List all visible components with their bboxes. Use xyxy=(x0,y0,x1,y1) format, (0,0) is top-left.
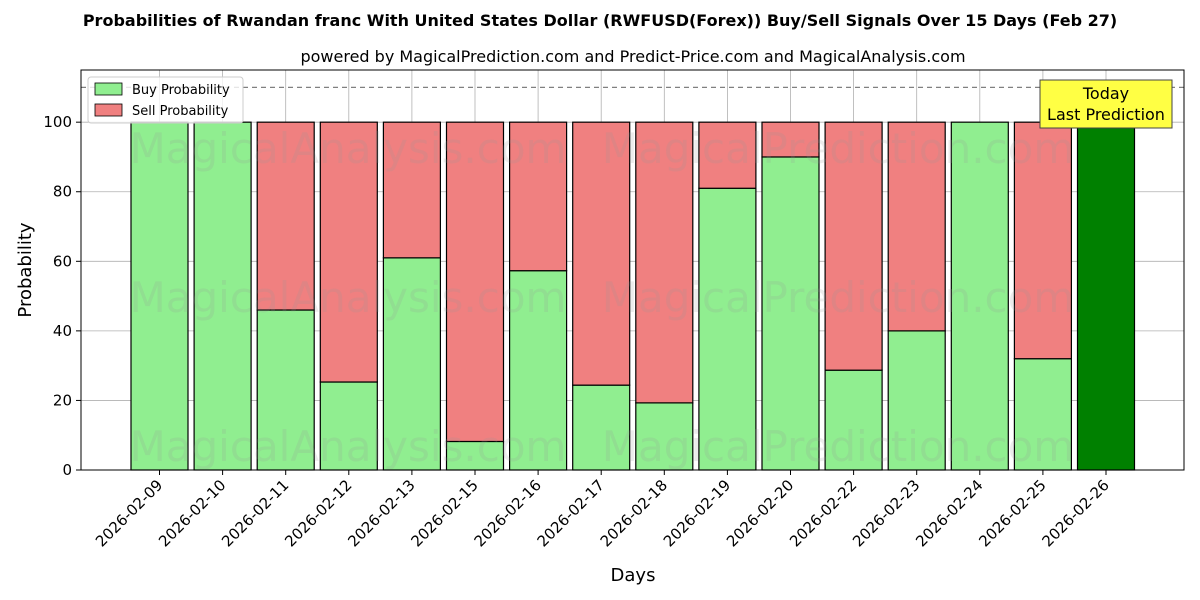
x-tick-label: 2026-02-17 xyxy=(534,476,608,550)
bar-buy xyxy=(319,381,378,471)
plot-frame xyxy=(80,69,1185,471)
watermark: MagicalAnalysis.com xyxy=(130,124,567,173)
today-annotation: Today Last Prediction xyxy=(1039,79,1173,129)
legend-box xyxy=(87,76,244,124)
bar-sell xyxy=(1013,121,1073,360)
bar-sell xyxy=(698,121,757,189)
bar-buy xyxy=(635,402,694,471)
x-tick-label: 2026-02-18 xyxy=(597,476,671,550)
x-tick-label: 2026-02-09 xyxy=(92,476,166,550)
watermark: MagicalAnalysis.com xyxy=(130,273,567,322)
bar-sell xyxy=(256,121,315,311)
bar-sell xyxy=(382,121,441,259)
x-tick-label: 2026-02-15 xyxy=(407,476,481,550)
x-tick-label: 2026-02-26 xyxy=(1038,476,1112,550)
bar-buy xyxy=(824,369,883,471)
bar-buy xyxy=(509,270,568,471)
y-tick-label: 100 xyxy=(43,113,72,131)
x-tick-label: 2026-02-20 xyxy=(723,476,797,550)
watermark: MagicalPrediction.com xyxy=(602,422,1075,471)
x-tick-label: 2026-02-10 xyxy=(155,476,229,550)
x-axis: 2026-02-092026-02-102026-02-112026-02-12… xyxy=(92,470,1113,550)
bar-buy xyxy=(698,187,757,471)
watermark: MagicalAnalysis.com xyxy=(130,422,567,471)
x-tick-label: 2026-02-22 xyxy=(786,476,860,550)
last-prediction-label: Last Prediction xyxy=(1047,105,1165,124)
legend-swatch-buy xyxy=(94,82,123,96)
y-tick-label: 80 xyxy=(53,183,72,201)
bar-buy xyxy=(572,384,631,471)
watermarks: MagicalAnalysis.com MagicalPrediction.co… xyxy=(130,124,1075,471)
bar-sell xyxy=(635,121,694,404)
bar-sell xyxy=(887,121,946,332)
legend: Buy Probability Sell Probability xyxy=(87,76,244,124)
y-tick-label: 20 xyxy=(53,391,72,409)
x-tick-label: 2026-02-24 xyxy=(912,476,986,550)
x-tick-label: 2026-02-12 xyxy=(281,476,355,550)
bar-sell xyxy=(445,121,505,443)
x-tick-label: 2026-02-19 xyxy=(660,476,734,550)
watermark: MagicalPrediction.com xyxy=(602,124,1075,173)
x-tick-label: 2026-02-16 xyxy=(471,476,545,550)
bar-buy xyxy=(193,121,252,471)
bar-sell xyxy=(761,121,820,158)
x-tick-label: 2026-02-11 xyxy=(218,476,292,550)
y-axis-label: Probability xyxy=(15,222,36,317)
today-box xyxy=(1039,79,1173,129)
bar-sell xyxy=(824,121,883,371)
y-tick-label: 40 xyxy=(53,322,72,340)
chart-title: Probabilities of Rwandan franc With Unit… xyxy=(83,11,1117,30)
legend-label-buy: Buy Probability xyxy=(132,83,230,98)
bar-buy xyxy=(950,121,1009,471)
bar-buy xyxy=(382,257,441,471)
bars xyxy=(130,121,1136,471)
bar-today xyxy=(1076,121,1136,471)
bar-sell xyxy=(572,121,631,386)
x-tick-label: 2026-02-13 xyxy=(344,476,418,550)
x-axis-label: Days xyxy=(611,565,656,586)
y-tick-label: 60 xyxy=(53,252,72,270)
x-tick-label: 2026-02-25 xyxy=(975,476,1049,550)
x-tick-label: 2026-02-23 xyxy=(849,476,923,550)
today-label: Today xyxy=(1082,84,1129,103)
y-axis: 0 20 40 60 80 100 xyxy=(43,113,81,479)
y-tick-label: 0 xyxy=(62,461,72,479)
legend-label-sell: Sell Probability xyxy=(132,104,229,119)
bar-sell xyxy=(509,121,568,272)
legend-swatch-sell xyxy=(94,103,123,117)
bar-buy xyxy=(887,330,946,471)
chart-subtitle: powered by MagicalPrediction.com and Pre… xyxy=(300,47,965,66)
bar-sell xyxy=(319,121,378,383)
bar-buy xyxy=(761,156,820,471)
watermark: MagicalPrediction.com xyxy=(602,273,1075,322)
